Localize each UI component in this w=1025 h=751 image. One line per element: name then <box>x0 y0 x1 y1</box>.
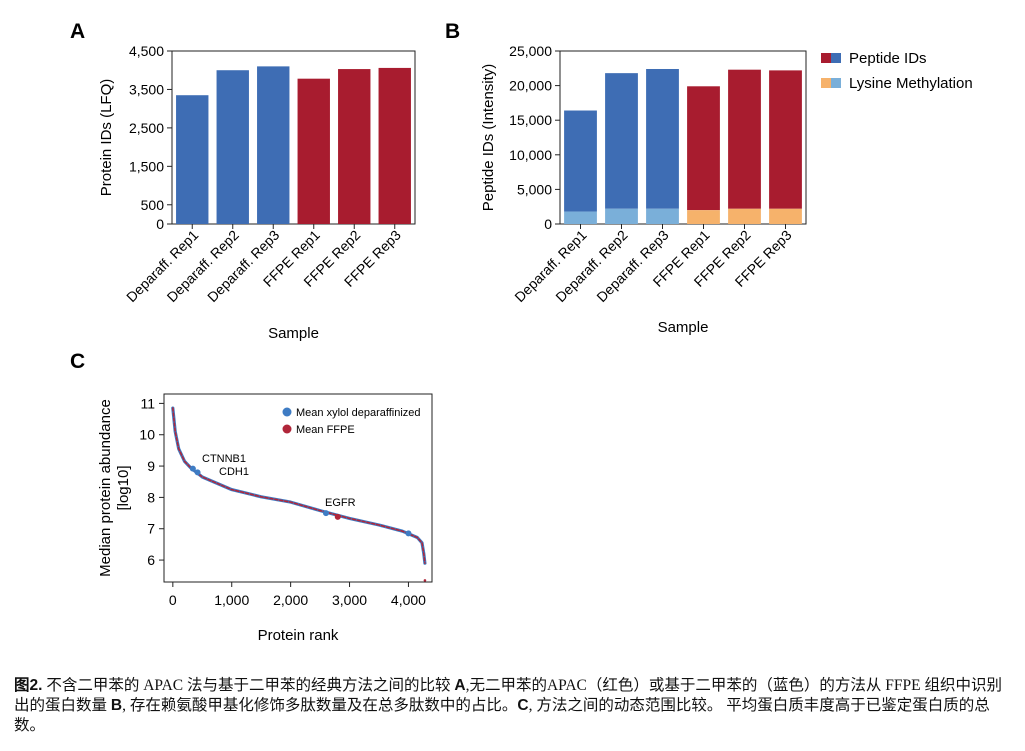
x-tick-label: Deparaff. Rep1 <box>123 227 201 305</box>
annotation-label: EGFR <box>325 497 356 509</box>
x-tick-label: Deparaff. Rep3 <box>204 227 282 305</box>
y-axis-label: Peptide IDs (Intensity) <box>480 64 497 212</box>
bar-lysine-methylation <box>728 208 761 224</box>
legend-label: Mean xylol deparaffinized <box>296 407 421 419</box>
caption-b: B <box>110 697 123 714</box>
y-tick-label: 8 <box>147 489 155 505</box>
y-tick-label: 10 <box>139 427 155 443</box>
x-tick-label: 2,000 <box>273 592 308 608</box>
figure-canvas: A B C 0 500 1,500 2,500 3,500 4,500 Deparaff. … <box>70 20 973 644</box>
bar-peptide-ids <box>564 110 597 212</box>
plot-frame <box>163 393 433 583</box>
panel-label-b: B <box>445 20 460 43</box>
y-tick-label: 4,500 <box>129 43 164 59</box>
highlight-point <box>189 465 196 472</box>
panel-label-a: A <box>70 20 85 43</box>
bar-peptide-ids <box>728 69 761 209</box>
y-tick-label: 25,000 <box>509 43 552 59</box>
annotation-label: CTNNB1 <box>202 453 246 465</box>
bar <box>257 66 290 224</box>
y-tick-label: 11 <box>140 395 155 411</box>
bar-peptide-ids <box>687 86 720 211</box>
y-tick-label: 0 <box>544 216 552 232</box>
x-tick-label: Deparaff. Rep2 <box>552 227 630 305</box>
bar-lysine-methylation <box>769 208 802 224</box>
caption-c: C <box>517 697 529 714</box>
x-tick-label: Deparaff. Rep1 <box>511 227 589 305</box>
bar-peptide-ids <box>605 73 638 209</box>
legend-label: Peptide IDs <box>849 50 927 67</box>
y-tick-label: 5,000 <box>517 181 552 197</box>
bar-peptide-ids <box>646 68 679 209</box>
legend-marker <box>282 424 292 434</box>
highlight-point <box>405 530 412 537</box>
legend-swatch-right <box>831 78 841 88</box>
y-tick-label: 3,500 <box>129 81 164 97</box>
y-tick-label: 500 <box>141 197 165 213</box>
x-tick-label: Deparaff. Rep2 <box>164 227 242 305</box>
legend-label: Mean FFPE <box>296 424 355 436</box>
y-tick-label: 2,500 <box>129 120 164 136</box>
caption-a: A <box>454 677 466 694</box>
x-tick-label: 3,000 <box>332 592 367 608</box>
y-tick-label: 15,000 <box>509 112 552 128</box>
y-tick-label: 0 <box>156 216 164 232</box>
outlier-point <box>423 579 427 582</box>
highlight-point <box>334 513 341 520</box>
y-axis-label: Protein IDs (LFQ) <box>98 79 115 197</box>
caption-part-3: , 存在赖氨酸甲基化修饰多肽数量及在总多肽数中的占比。 <box>122 697 518 714</box>
bar-lysine-methylation <box>564 211 597 224</box>
chart-a-protein-ids: 0 500 1,500 2,500 3,500 4,500 Deparaff. Rep1De… <box>98 43 416 342</box>
panel-label-c: C <box>70 350 85 373</box>
x-tick-label: 1,000 <box>214 592 249 608</box>
x-tick-label: 4,000 <box>391 592 426 608</box>
series-ffpe-curve <box>172 407 426 565</box>
plot-frame <box>171 50 416 225</box>
caption-part-2: ,无二甲苯的APAC（红色）或基于二甲苯的（蓝色）的方法从 FFPE 组织中识别… <box>14 677 1002 714</box>
chart-b-peptide-ids: 0 5,000 10,000 15,000 20,000 25,000 Deparaff. … <box>480 43 973 336</box>
highlight-point <box>194 469 201 476</box>
legend-swatch-left <box>821 53 831 63</box>
legend-swatch-left <box>821 78 831 88</box>
y-tick-label: 1,500 <box>129 158 164 174</box>
x-tick-label: Deparaff. Rep3 <box>593 227 671 305</box>
x-tick-label: 0 <box>169 592 177 608</box>
caption-fig-label: 图2. <box>14 677 43 694</box>
y-axis-label: Median protein abundance <box>97 399 114 577</box>
y-tick-label: 6 <box>147 552 155 568</box>
highlight-point <box>322 510 329 517</box>
y-axis-label-unit: [log10] <box>115 465 132 510</box>
x-axis-label: Sample <box>658 319 709 336</box>
x-axis-label: Sample <box>268 325 319 342</box>
legend-marker <box>282 407 292 417</box>
x-axis-label: Protein rank <box>258 627 339 644</box>
bar-lysine-methylation <box>605 208 638 224</box>
bar-lysine-methylation <box>646 208 679 224</box>
legend-label: Lysine Methylation <box>849 75 973 92</box>
bar <box>297 78 330 225</box>
caption-part-4: , 方法之间的动态范围比较。 平均蛋白质丰度高于已鉴定蛋白质的总数。 <box>14 697 990 734</box>
caption-part-1: 不含二甲苯的 APAC 法与基于二甲苯的经典方法之间的比较 <box>42 677 455 694</box>
bar <box>216 70 249 224</box>
y-tick-label: 7 <box>147 521 155 537</box>
bar <box>338 69 371 225</box>
bar <box>378 67 411 224</box>
bar <box>176 95 209 224</box>
y-tick-label: 10,000 <box>509 147 552 163</box>
figure-caption: 图2. 不含二甲苯的 APAC 法与基于二甲苯的经典方法之间的比较 A,无二甲苯… <box>14 676 1014 736</box>
legend-swatch-right <box>831 53 841 63</box>
bar-lysine-methylation <box>687 210 720 224</box>
y-tick-label: 20,000 <box>509 78 552 94</box>
plot-frame <box>559 50 807 225</box>
bar-peptide-ids <box>769 70 802 209</box>
y-tick-label: 9 <box>147 458 155 474</box>
annotation-label: CDH1 <box>219 466 249 478</box>
